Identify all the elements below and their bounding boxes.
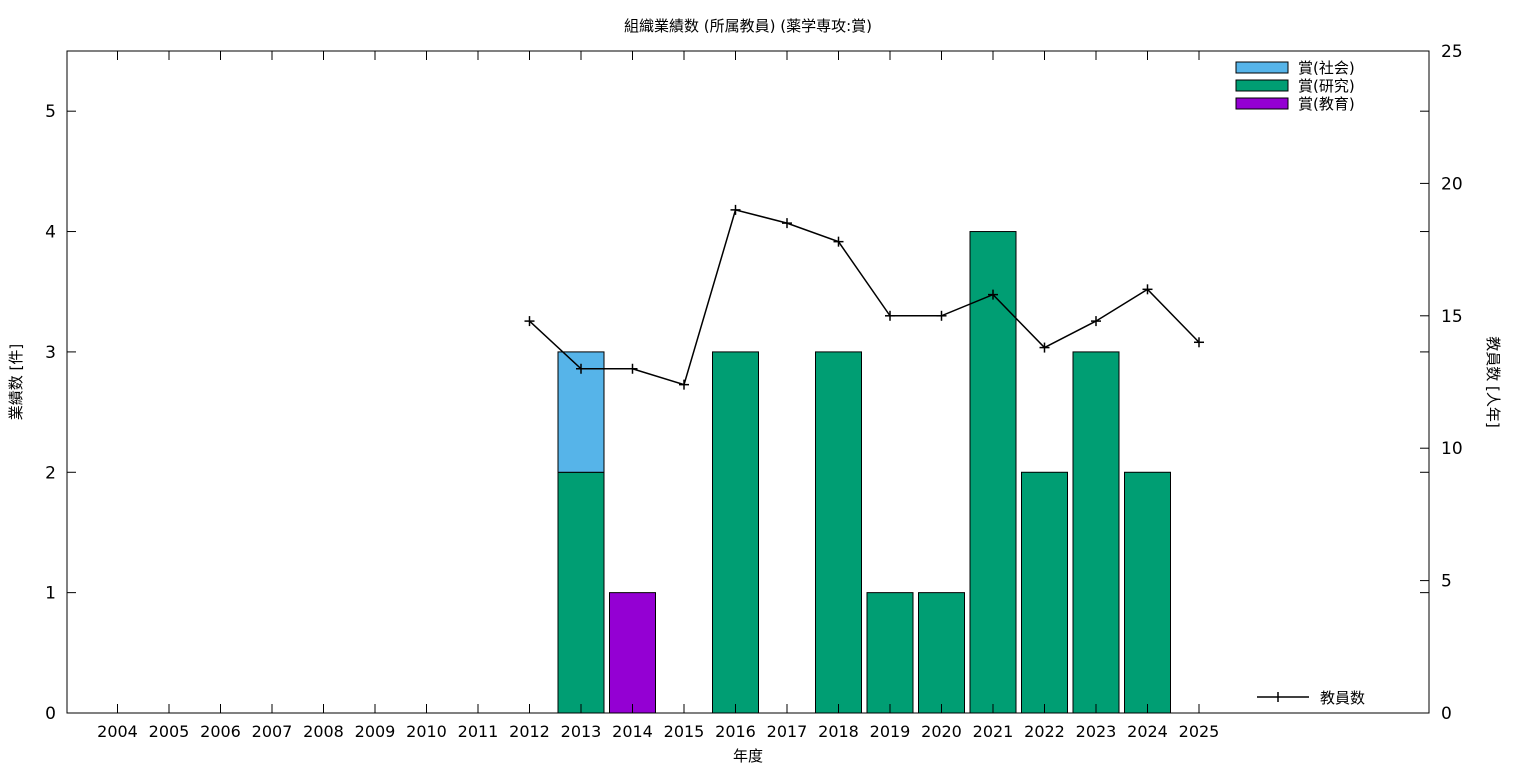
bars-layer (557, 231, 1171, 714)
x-tick-label-2008: 2008 (303, 722, 344, 741)
line-point-2017 (782, 218, 792, 229)
chart-title: 組織業績数 (所属教員) (薬学専攻:賞) (624, 17, 872, 35)
line-point-2015 (679, 379, 689, 390)
line-point-2020 (936, 310, 947, 321)
bar-2024-賞(研究) (1124, 471, 1171, 714)
y2-tick-label-25: 25 (1441, 42, 1463, 62)
y2-axis-label: 教員数 [人年] (1484, 336, 1502, 427)
x-tick-label-2015: 2015 (664, 722, 705, 741)
plot-frame (66, 50, 1430, 714)
bar-2016-賞(研究) (712, 351, 759, 714)
x-tick-label-2021: 2021 (973, 722, 1014, 741)
line-point-2013 (576, 363, 586, 374)
y2-tick-label-0: 0 (1441, 704, 1452, 724)
legend-label-賞(教育): 賞(教育) (1298, 95, 1355, 113)
y-tick-label-0: 0 (45, 704, 56, 724)
legend-label-賞(研究): 賞(研究) (1298, 77, 1355, 95)
y-tick-label-3: 3 (45, 343, 56, 363)
bar-2014-賞(教育) (609, 592, 656, 714)
x-tick-label-2006: 2006 (200, 722, 241, 741)
legend-label-賞(社会): 賞(社会) (1298, 59, 1355, 77)
line-point-2023 (1091, 316, 1101, 327)
legend-swatch-賞(社会) (1235, 61, 1289, 74)
y2-tick-label-15: 15 (1441, 307, 1463, 327)
line-point-2019 (885, 310, 895, 321)
y-tick-label-2: 2 (45, 463, 56, 483)
legend: 賞(社会)賞(研究)賞(教育) 教員数 (1235, 59, 1365, 707)
x-tick-label-2025: 2025 (1179, 722, 1220, 741)
y-tick-label-4: 4 (45, 223, 56, 243)
legend-label-line: 教員数 (1320, 689, 1365, 707)
x-tick-label-2019: 2019 (870, 722, 911, 741)
y-tick-label-1: 1 (45, 584, 56, 604)
x-tick-label-2023: 2023 (1076, 722, 1117, 741)
bar-2023-賞(研究) (1072, 351, 1120, 714)
y2-tick-label-10: 10 (1441, 439, 1463, 459)
x-tick-label-2012: 2012 (509, 722, 550, 741)
x-tick-label-2007: 2007 (252, 722, 293, 741)
x-tick-label-2017: 2017 (767, 722, 808, 741)
line-point-2025 (1194, 337, 1204, 348)
y-tick-label-5: 5 (45, 102, 56, 122)
line-point-2016 (730, 204, 741, 215)
bar-2020-賞(研究) (918, 592, 965, 714)
y2-tick-label-5: 5 (1441, 572, 1452, 592)
x-tick-label-2014: 2014 (612, 722, 653, 741)
x-tick-label-2011: 2011 (458, 722, 499, 741)
y-axis-label: 業績数 [件] (7, 344, 25, 420)
x-axis-label: 年度 (733, 747, 763, 765)
line-point-2012 (524, 316, 535, 327)
line-point-2024 (1142, 284, 1153, 295)
x-tick-label-2004: 2004 (97, 722, 138, 741)
legend-swatch-賞(研究) (1235, 79, 1289, 92)
x-tick-label-2005: 2005 (149, 722, 190, 741)
x-tick-label-2024: 2024 (1127, 722, 1168, 741)
line-point-2014 (627, 363, 638, 374)
x-tick-label-2022: 2022 (1024, 722, 1065, 741)
legend-swatch-賞(教育) (1235, 97, 1289, 110)
line-point-2022 (1039, 342, 1050, 353)
x-tick-label-2018: 2018 (818, 722, 859, 741)
x-tick-label-2020: 2020 (921, 722, 962, 741)
bar-2019-賞(研究) (866, 592, 914, 714)
bar-2021-賞(研究) (969, 231, 1017, 714)
x-tick-label-2016: 2016 (715, 722, 756, 741)
x-tick-label-2009: 2009 (355, 722, 396, 741)
x-tick-label-2010: 2010 (406, 722, 447, 741)
bar-2013-賞(研究) (557, 471, 605, 714)
line-point-2021 (988, 289, 998, 300)
x-tick-label-2013: 2013 (561, 722, 602, 741)
bar-2018-賞(研究) (815, 351, 862, 714)
line-layer (524, 204, 1204, 390)
line-point-2018 (833, 236, 844, 247)
bar-2022-賞(研究) (1021, 471, 1068, 714)
y2-tick-label-20: 20 (1441, 174, 1463, 194)
line-series-path (528, 208, 1200, 386)
